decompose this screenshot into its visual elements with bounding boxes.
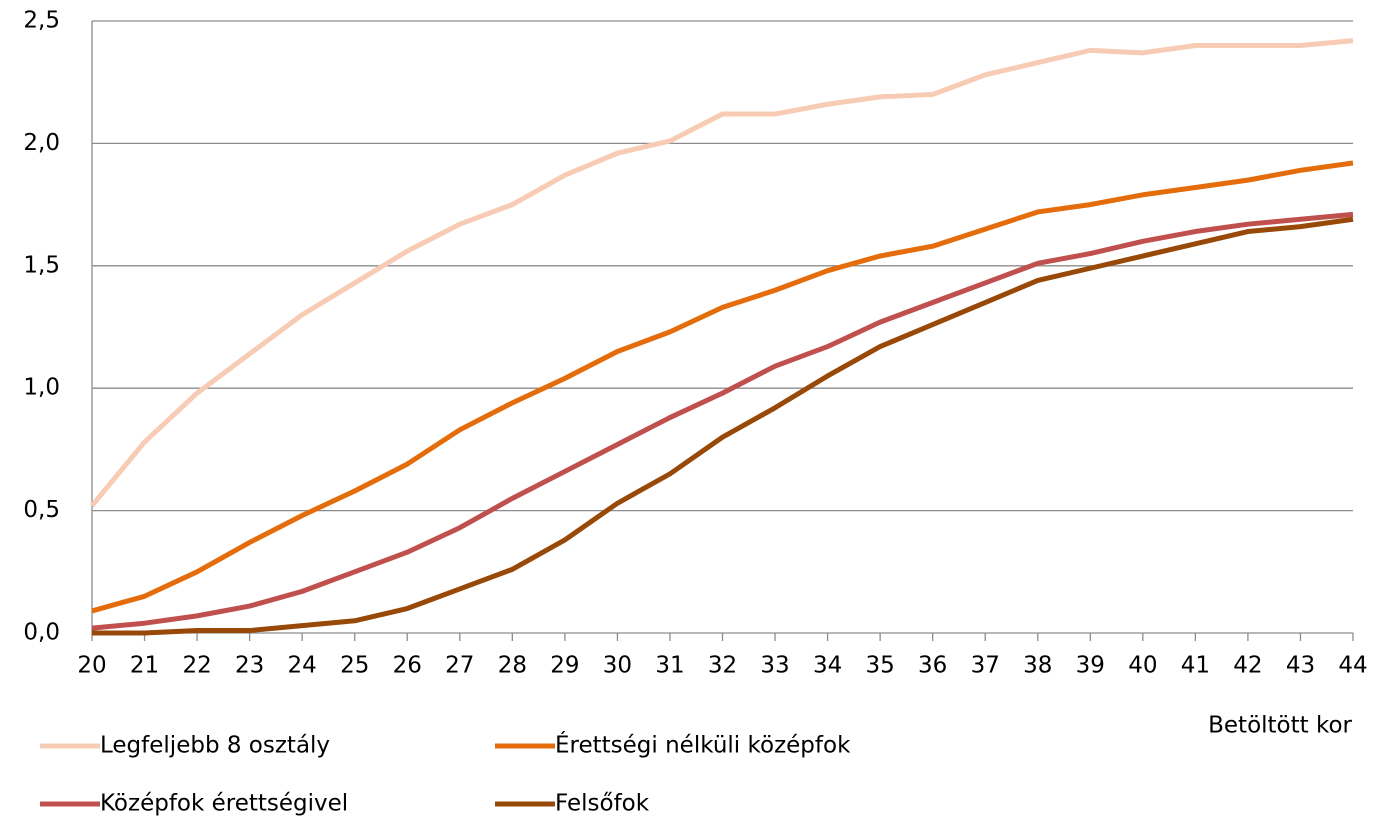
x-tick-label: 23 xyxy=(235,653,264,679)
x-tick-label: 32 xyxy=(708,653,737,679)
x-tick-label: 30 xyxy=(603,653,632,679)
x-tick-label: 36 xyxy=(918,653,947,679)
series-line xyxy=(91,211,1354,631)
y-tick-label: 1,5 xyxy=(23,252,60,278)
x-tick-label: 27 xyxy=(445,653,474,679)
x-tick-label: 20 xyxy=(77,653,106,679)
x-tick-label: 40 xyxy=(1128,653,1157,679)
y-tick-label: 0,5 xyxy=(23,497,60,523)
x-tick-label: 29 xyxy=(550,653,579,679)
series-line xyxy=(90,38,1354,508)
legend-label: Középfok érettségivel xyxy=(100,791,348,817)
x-tick-label: 41 xyxy=(1181,653,1210,679)
x-tick-label: 42 xyxy=(1233,653,1262,679)
series-line xyxy=(92,216,1354,636)
legend-label: Felsőfok xyxy=(555,791,650,817)
x-tick-label: 24 xyxy=(288,653,317,679)
x-tick-label: 26 xyxy=(393,653,422,679)
x-tick-label: 22 xyxy=(182,653,211,679)
y-tick-label: 2,5 xyxy=(23,8,60,34)
x-tick-label: 37 xyxy=(971,653,1000,679)
x-tick-label: 31 xyxy=(655,653,684,679)
x-tick-label: 43 xyxy=(1286,653,1315,679)
x-tick-label: 28 xyxy=(498,653,527,679)
x-tick-label: 34 xyxy=(813,653,842,679)
x-tick-label: 33 xyxy=(760,653,789,679)
x-tick-label: 35 xyxy=(865,653,894,679)
x-tick-label: 39 xyxy=(1076,653,1105,679)
y-tick-label: 2,0 xyxy=(23,130,60,156)
y-tick-label: 0,0 xyxy=(23,620,60,646)
x-axis-label: Betöltött kor xyxy=(1208,713,1352,739)
x-tick-label: 44 xyxy=(1338,653,1367,679)
legend-label: Legfeljebb 8 osztály xyxy=(100,733,330,759)
series-line xyxy=(91,160,1354,614)
x-tick-label: 25 xyxy=(340,653,369,679)
y-tick-label: 1,0 xyxy=(23,375,60,401)
x-tick-label: 21 xyxy=(130,653,159,679)
legend-label: Érettségi nélküli középfok xyxy=(555,731,851,759)
x-tick-label: 38 xyxy=(1023,653,1052,679)
